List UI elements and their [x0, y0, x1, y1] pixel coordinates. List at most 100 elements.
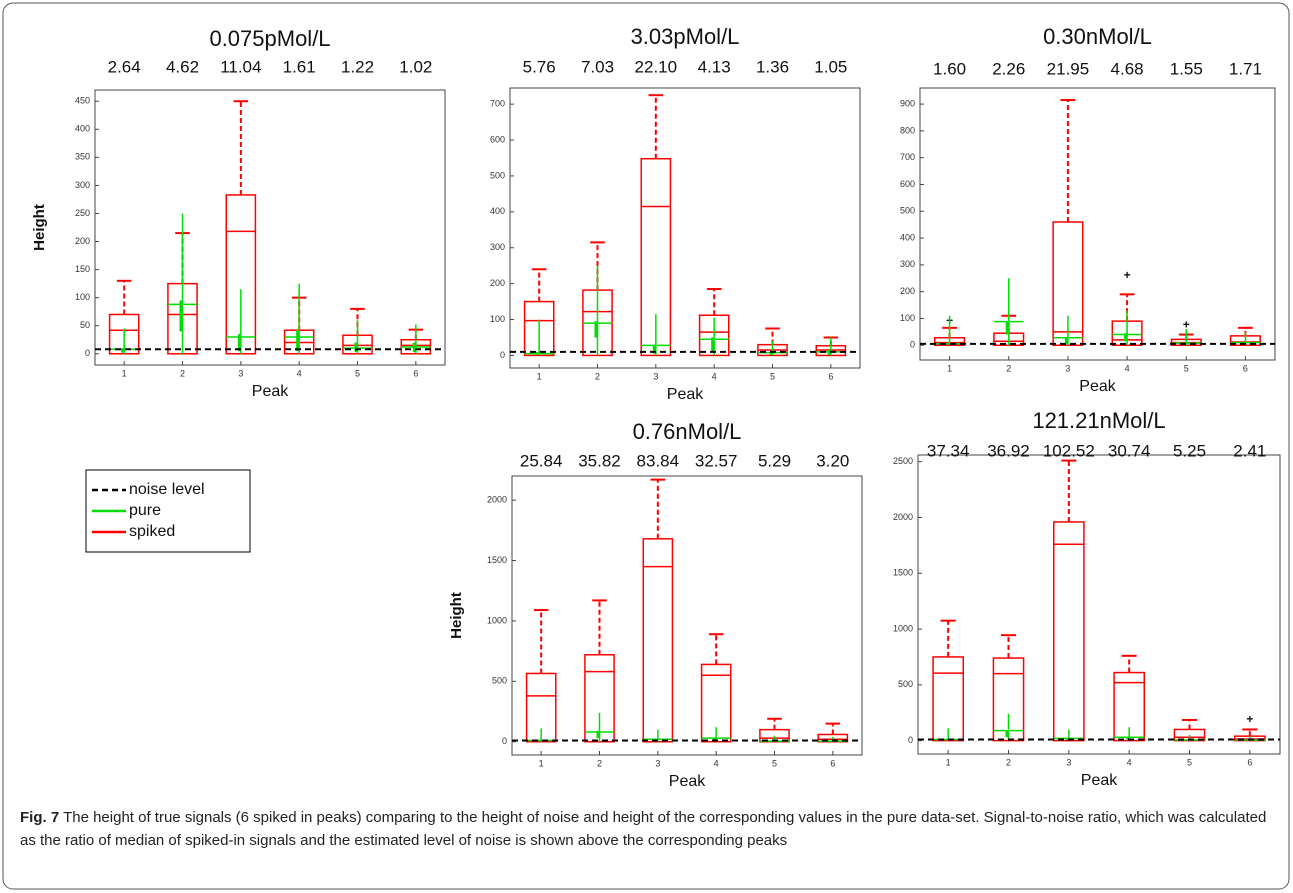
box [698, 314, 730, 357]
y-tick-label: 200 [490, 278, 505, 288]
y-tick-label: 300 [900, 259, 915, 269]
y-tick-label: 0 [500, 350, 505, 360]
snr-label: 7.03 [581, 57, 614, 76]
y-tick-label: 2000 [487, 495, 507, 505]
y-tick-label: 0 [910, 340, 915, 350]
snr-label: 35.82 [578, 451, 621, 470]
chart-title: 0.76nMol/L [633, 419, 742, 444]
snr-label: 5.29 [758, 451, 791, 470]
outlier: + [1124, 268, 1131, 282]
y-tick-label: 0 [908, 735, 913, 745]
y-tick-label: 350 [75, 152, 90, 162]
snr-label: 4.68 [1111, 59, 1144, 78]
plot-area [917, 454, 1281, 755]
x-tick-label: 1 [539, 758, 544, 768]
x-tick-label: 3 [1065, 363, 1070, 373]
snr-label: 2.41 [1233, 441, 1266, 460]
snr-label: 102.52 [1043, 441, 1095, 460]
y-tick-label: 200 [75, 236, 90, 246]
x-tick-label: 4 [1125, 363, 1130, 373]
snr-label: 1.36 [756, 57, 789, 76]
y-tick-label: 300 [75, 180, 90, 190]
x-tick-label: 2 [595, 371, 600, 381]
snr-label: 36.92 [987, 441, 1030, 460]
x-tick-label: 6 [1243, 363, 1248, 373]
y-tick-label: 400 [490, 206, 505, 216]
y-tick-label: 100 [900, 313, 915, 323]
snr-label: 1.61 [283, 57, 316, 76]
x-tick-label: 5 [1187, 757, 1192, 767]
snr-label: 1.71 [1229, 59, 1262, 78]
chart-title: 0.30nMol/L [1043, 24, 1152, 49]
box [523, 300, 555, 357]
y-tick-label: 500 [490, 170, 505, 180]
chart-title: 0.075pMol/L [209, 26, 330, 51]
y-tick-label: 2000 [893, 512, 913, 522]
outlier: + [1246, 712, 1253, 726]
plot-area [919, 87, 1276, 361]
x-tick-label: 3 [1066, 757, 1071, 767]
x-tick-label: 3 [655, 758, 660, 768]
snr-label: 1.22 [341, 57, 374, 76]
x-tick-label: 1 [537, 371, 542, 381]
x-tick-label: 5 [770, 371, 775, 381]
snr-label: 37.34 [927, 441, 970, 460]
x-tick-label: 3 [653, 371, 658, 381]
legend-label: pure [129, 502, 161, 519]
y-tick-label: 1500 [487, 555, 507, 565]
x-tick-label: 4 [712, 371, 717, 381]
x-tick-label: 2 [597, 758, 602, 768]
y-tick-label: 450 [75, 96, 90, 106]
y-tick-label: 0 [502, 736, 507, 746]
snr-label: 5.25 [1173, 441, 1206, 460]
x-tick-label: 3 [238, 368, 243, 378]
plot-area [94, 89, 446, 366]
y-tick-label: 150 [75, 264, 90, 274]
snr-label: 21.95 [1047, 59, 1090, 78]
x-tick-label: 1 [946, 757, 951, 767]
y-tick-label: 1000 [893, 623, 913, 633]
y-tick-label: 500 [900, 206, 915, 216]
legend-label: noise level [129, 481, 205, 498]
x-tick-label: 2 [1006, 757, 1011, 767]
y-tick-label: 600 [490, 134, 505, 144]
snr-label: 83.84 [637, 451, 680, 470]
x-tick-label: 6 [1247, 757, 1252, 767]
snr-label: 22.10 [635, 57, 678, 76]
y-tick-label: 500 [492, 676, 507, 686]
x-axis-label: Peak [1079, 378, 1116, 395]
y-tick-label: 1000 [487, 615, 507, 625]
snr-label: 30.74 [1108, 441, 1151, 460]
x-tick-label: 6 [828, 371, 833, 381]
y-tick-label: 900 [900, 98, 915, 108]
snr-label: 3.20 [816, 451, 849, 470]
snr-label: 25.84 [520, 451, 563, 470]
y-tick-label: 300 [490, 242, 505, 252]
y-tick-label: 250 [75, 208, 90, 218]
x-tick-label: 5 [355, 368, 360, 378]
outlier: + [1183, 317, 1190, 331]
plot-area [511, 475, 863, 756]
snr-label: 2.64 [108, 57, 141, 76]
x-tick-label: 6 [830, 758, 835, 768]
y-tick-label: 50 [80, 320, 90, 330]
y-tick-label: 400 [900, 232, 915, 242]
caption-label: Fig. 7 [20, 809, 60, 826]
caption: Fig. 7 The height of true signals (6 spi… [20, 806, 1275, 852]
y-tick-label: 800 [900, 125, 915, 135]
snr-label: 32.57 [695, 451, 738, 470]
chart-title: 3.03pMol/L [631, 24, 740, 49]
y-tick-label: 500 [898, 679, 913, 689]
snr-label: 5.76 [523, 57, 556, 76]
y-tick-label: 100 [490, 314, 505, 324]
x-tick-label: 4 [1127, 757, 1132, 767]
chart-title: 121.21nMol/L [1032, 408, 1165, 433]
y-tick-label: 400 [75, 124, 90, 134]
x-tick-label: 6 [413, 368, 418, 378]
caption-text: The height of true signals (6 spiked in … [20, 809, 1267, 849]
y-axis-label: Height [448, 592, 465, 639]
x-axis-label: Peak [669, 773, 706, 790]
